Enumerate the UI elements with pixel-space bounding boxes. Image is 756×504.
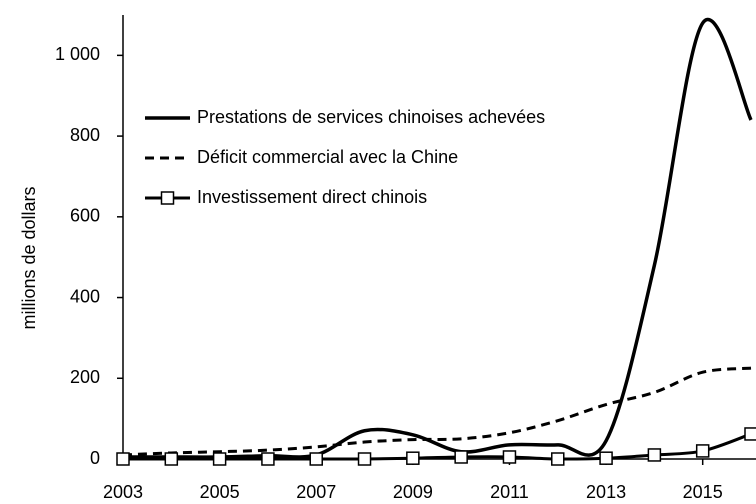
legend-label: Prestations de services chinoises achevé…: [197, 107, 545, 127]
legend-label: Déficit commercial avec la Chine: [197, 147, 458, 167]
series-line: [123, 17, 753, 459]
x-tick-label: 2015: [683, 482, 723, 502]
marker: [212, 452, 227, 466]
marker: [551, 452, 565, 466]
marker: [695, 444, 710, 458]
y-axis-label: millions de dollars: [19, 186, 39, 329]
y-tick-label: 800: [70, 125, 100, 145]
marker: [502, 450, 517, 464]
marker: [116, 452, 130, 466]
y-tick-label: 600: [70, 206, 100, 226]
x-tick-label: 2007: [296, 482, 336, 502]
marker: [261, 452, 275, 466]
x-tick-label: 2005: [200, 482, 240, 502]
x-tick-label: 2003: [103, 482, 143, 502]
series-line: [122, 366, 752, 457]
marker: [406, 451, 420, 465]
y-tick-label: 400: [70, 286, 100, 306]
marker: [647, 448, 662, 462]
marker: [744, 427, 756, 441]
x-tick-label: 2011: [490, 482, 529, 502]
marker: [599, 451, 613, 465]
x-tick-label: 2009: [393, 482, 433, 502]
marker: [309, 452, 323, 466]
legend-marker: [160, 191, 175, 205]
y-tick-label: 0: [90, 448, 100, 468]
x-tick-label: 2013: [586, 482, 626, 502]
marker: [164, 452, 179, 466]
legend-label: Investissement direct chinois: [197, 187, 427, 207]
marker: [454, 450, 468, 464]
y-tick-label: 1 000: [55, 44, 100, 64]
marker: [357, 452, 372, 466]
y-tick-label: 200: [70, 367, 100, 387]
